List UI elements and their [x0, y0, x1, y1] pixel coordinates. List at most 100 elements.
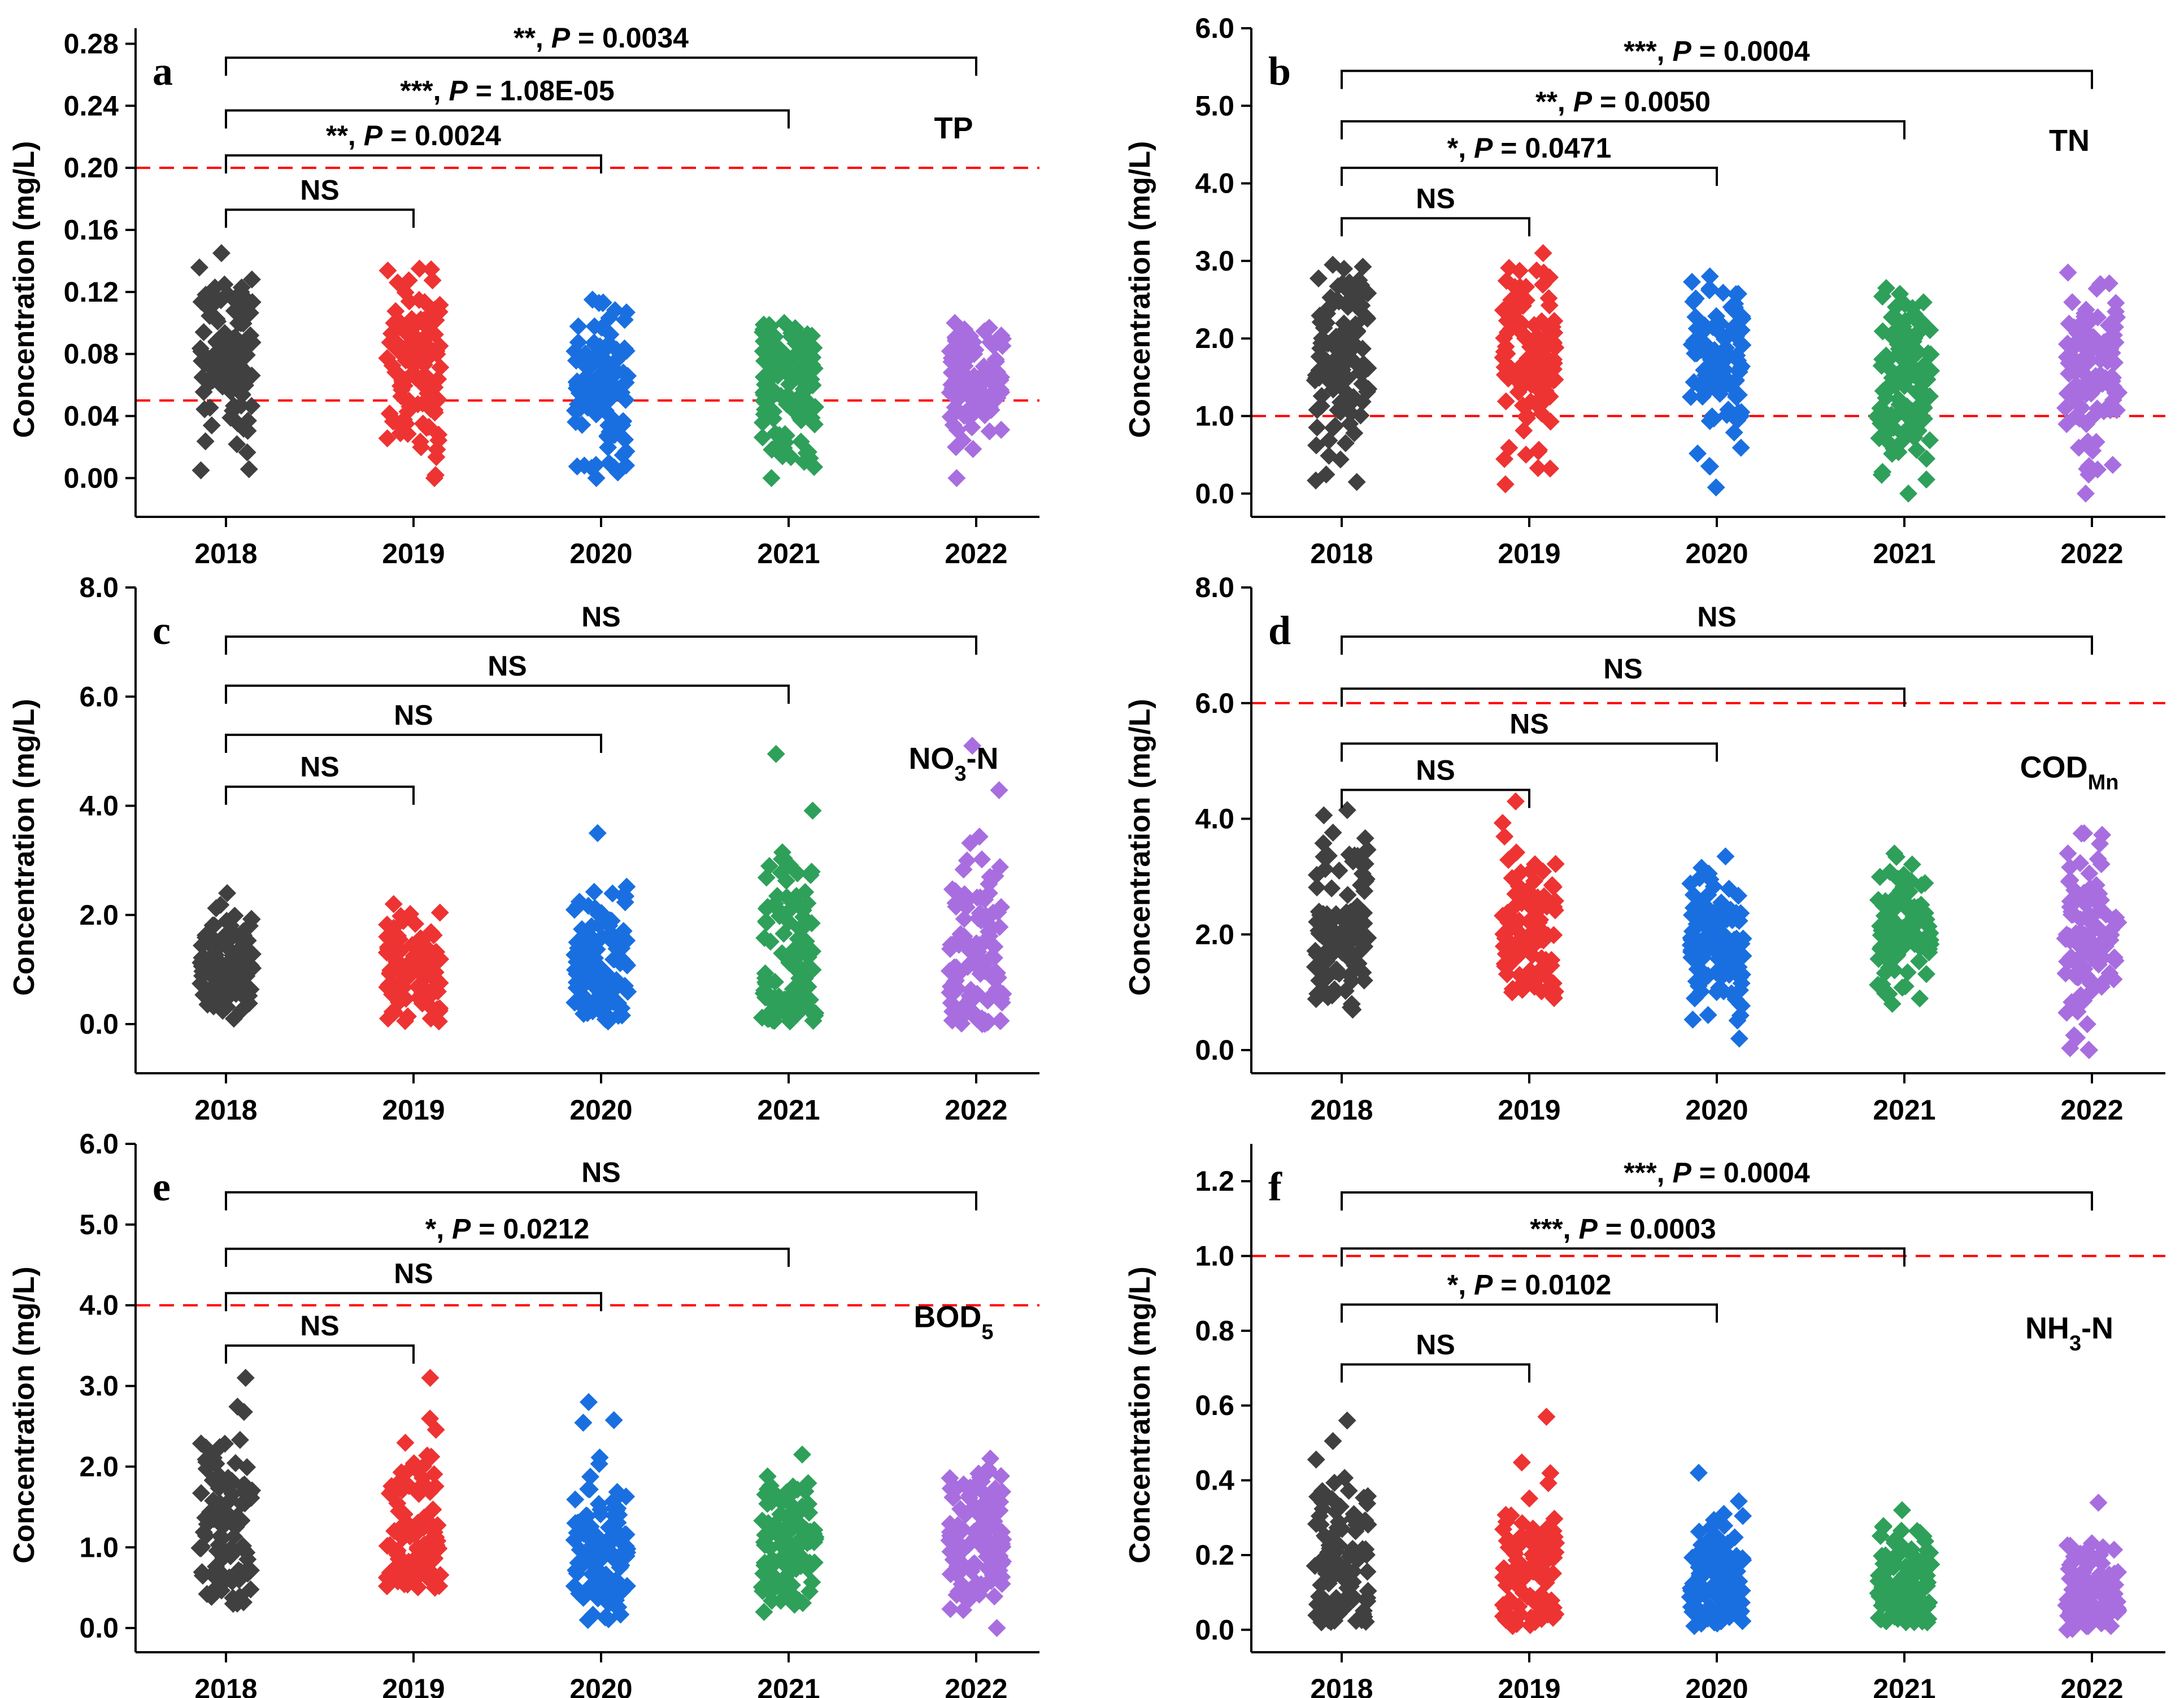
data-point — [1898, 397, 1916, 416]
data-point — [1693, 323, 1712, 341]
data-point — [2089, 1494, 2108, 1512]
data-point — [1308, 878, 1326, 896]
data-point — [2065, 881, 2084, 899]
data-point — [2072, 910, 2090, 929]
data-point — [1731, 1006, 1750, 1025]
comparison-label: ***, P = 0.0004 — [1624, 36, 1810, 67]
data-point — [390, 1502, 408, 1521]
data-point — [585, 317, 604, 336]
data-point — [238, 1458, 256, 1477]
data-point — [580, 1393, 598, 1412]
data-point — [1341, 415, 1359, 433]
data-point — [617, 303, 636, 322]
data-point — [778, 386, 797, 404]
data-point — [1544, 371, 1563, 390]
data-point — [396, 339, 415, 358]
data-point — [1701, 1580, 1720, 1599]
data-point — [955, 909, 973, 928]
data-point — [1334, 933, 1353, 951]
data-point — [567, 413, 585, 432]
data-point — [1907, 441, 1926, 459]
data-point — [1712, 1592, 1731, 1610]
x-tick-label: 2018 — [1310, 538, 1373, 569]
series-2020 — [1681, 847, 1752, 1048]
data-point — [1872, 465, 1891, 484]
data-point — [242, 397, 261, 415]
data-point — [949, 1582, 968, 1601]
data-point — [1920, 925, 1938, 944]
series-2021 — [1869, 844, 1940, 1013]
data-point — [228, 343, 246, 362]
data-point — [216, 927, 235, 946]
data-point — [611, 345, 629, 363]
data-point — [429, 431, 448, 450]
y-tick-label: 5.0 — [1195, 90, 1234, 121]
data-point — [2074, 379, 2092, 398]
data-point — [2069, 1567, 2087, 1586]
data-point — [1528, 261, 1546, 280]
data-point — [1310, 1507, 1329, 1525]
data-point — [1885, 961, 1904, 979]
data-point — [194, 323, 213, 342]
data-point — [1307, 436, 1326, 455]
data-point — [601, 407, 620, 426]
data-point — [806, 415, 824, 434]
data-point — [1730, 1029, 1748, 1048]
data-point — [423, 387, 442, 406]
data-point — [780, 954, 799, 972]
y-tick-label: 0.28 — [64, 28, 119, 59]
data-point — [793, 1446, 812, 1464]
data-point — [1689, 444, 1707, 463]
comparison-bracket — [1341, 687, 1905, 707]
series-2022 — [2057, 1494, 2128, 1639]
data-point — [947, 438, 965, 456]
data-point — [427, 466, 445, 485]
comparison-bracket — [225, 109, 790, 129]
data-point — [1352, 276, 1371, 294]
series-2020 — [1682, 267, 1752, 497]
data-point — [2076, 895, 2095, 913]
data-point — [378, 262, 397, 280]
y-tick-label: 1.2 — [1195, 1165, 1234, 1197]
data-point — [242, 909, 261, 928]
data-point — [772, 1577, 791, 1595]
y-tick-label: 3.0 — [1195, 245, 1234, 277]
data-point — [1309, 269, 1328, 288]
data-point — [1545, 350, 1563, 369]
data-point — [1911, 411, 1929, 429]
data-point — [2059, 844, 2077, 863]
data-point — [1909, 421, 1928, 440]
data-point — [1343, 972, 1361, 990]
data-point — [2058, 952, 2077, 971]
data-point — [568, 372, 586, 391]
data-point — [408, 978, 427, 996]
data-point — [1701, 870, 1720, 889]
data-point — [1869, 409, 1887, 428]
data-point — [990, 781, 1008, 799]
series-2021 — [1869, 1501, 1941, 1632]
data-point — [1497, 1576, 1516, 1595]
comparison-label: ***, P = 0.0003 — [1530, 1213, 1716, 1244]
data-point — [595, 362, 614, 381]
data-point — [1900, 354, 1919, 373]
data-point — [803, 802, 822, 820]
data-point — [973, 850, 991, 869]
data-point — [1715, 1517, 1734, 1535]
data-point — [1520, 1527, 1538, 1545]
y-tick-label: 4.0 — [79, 790, 119, 822]
data-point — [1357, 308, 1376, 326]
data-point — [410, 259, 429, 278]
data-point — [590, 1549, 609, 1568]
data-point — [1733, 1549, 1752, 1568]
data-point — [799, 948, 817, 966]
data-point — [218, 1472, 237, 1491]
data-point — [1505, 1543, 1524, 1562]
data-point — [242, 333, 260, 351]
data-point — [769, 345, 788, 363]
comparison-bracket — [1341, 1191, 2093, 1211]
data-point — [975, 322, 994, 341]
y-tick-label: 8.0 — [79, 572, 119, 603]
data-point — [233, 1536, 252, 1555]
data-point — [1542, 956, 1560, 975]
data-point — [617, 1487, 636, 1506]
